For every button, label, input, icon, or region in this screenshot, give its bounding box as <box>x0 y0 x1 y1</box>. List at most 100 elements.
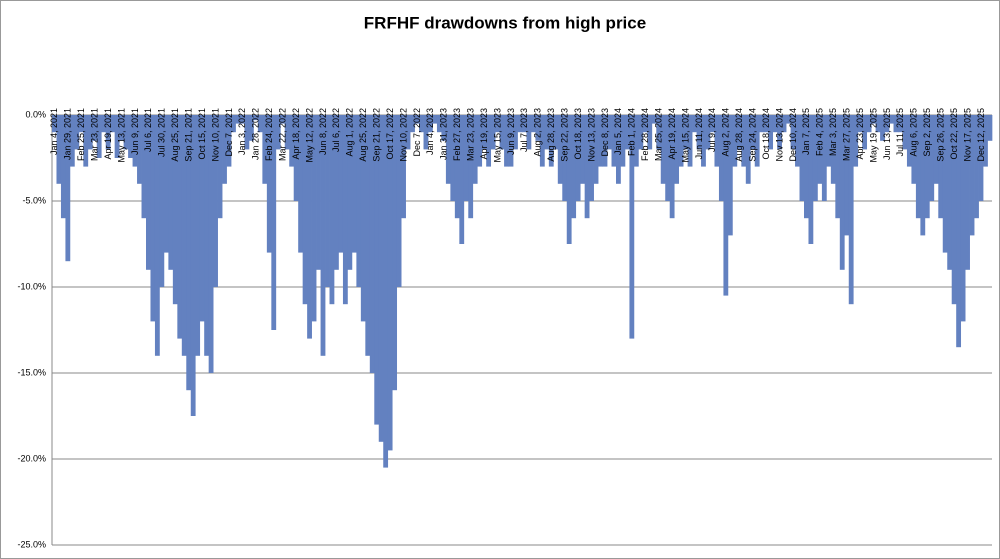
bar <box>396 115 402 287</box>
x-tick-label: Aug 6, 2025 <box>909 108 919 157</box>
bar <box>56 115 62 184</box>
bar <box>302 115 308 305</box>
bar <box>163 115 169 253</box>
bar <box>83 115 89 167</box>
bar <box>624 115 630 150</box>
x-tick-label: Jul 30, 2021 <box>157 108 167 157</box>
bar <box>714 115 720 167</box>
bar <box>513 115 518 150</box>
bar <box>804 115 809 219</box>
chart-title: FRFHF drawdowns from high price <box>364 13 646 32</box>
x-tick-label: Jun 8, 2022 <box>318 108 328 155</box>
bar <box>468 115 474 219</box>
bar <box>683 115 688 150</box>
bar <box>651 115 657 124</box>
bar <box>154 115 160 356</box>
bar <box>459 115 465 244</box>
x-tick-label: Sep 2, 2025 <box>922 108 932 157</box>
y-tick-label: -20.0% <box>17 453 46 463</box>
bar <box>790 115 796 150</box>
x-tick-label: May 15, 2024 <box>680 108 690 163</box>
x-tick-label: Sep 24, 2024 <box>748 108 758 162</box>
x-tick-label: Jun 11, 2024 <box>694 108 704 159</box>
bar <box>146 115 151 270</box>
x-tick-label: Apr 18, 2022 <box>291 108 301 160</box>
bar <box>253 115 259 121</box>
bar <box>477 115 483 167</box>
x-tick-label: May 13, 2021 <box>116 108 126 163</box>
bar <box>920 115 926 236</box>
x-tick-label: Jun 13, 2025 <box>882 108 892 160</box>
bar <box>598 115 603 167</box>
bar <box>298 115 304 253</box>
bar <box>759 115 765 133</box>
x-tick-label: Feb 1, 2024 <box>627 108 637 156</box>
bar <box>898 115 903 133</box>
bar <box>660 115 666 184</box>
x-tick-label: Mar 22, 2022 <box>278 108 288 161</box>
bar <box>687 115 693 167</box>
bar <box>280 115 286 124</box>
bar <box>96 115 102 158</box>
bar <box>786 115 791 124</box>
bar <box>445 115 451 184</box>
bar <box>307 115 312 339</box>
bar <box>222 115 227 184</box>
bar <box>938 115 944 219</box>
bar <box>575 115 581 201</box>
x-tick-label: Jan 29, 2021 <box>63 108 73 160</box>
bar <box>522 115 527 133</box>
bar <box>875 115 881 133</box>
bar <box>566 115 572 244</box>
bar <box>69 115 75 167</box>
x-tick-label: Feb 4, 2025 <box>815 108 825 156</box>
bar <box>629 115 635 339</box>
x-tick-label: Dec 12, 2025 <box>976 108 986 162</box>
bar <box>669 115 675 219</box>
x-tick-label: Feb 25, 2021 <box>76 108 86 161</box>
bar <box>718 115 724 201</box>
x-tick-label: Dec 7, 2022 <box>412 108 422 157</box>
x-tick-label: Nov 13, 2023 <box>586 108 596 162</box>
bar <box>78 115 84 133</box>
bar <box>92 115 98 141</box>
bar <box>562 115 568 201</box>
bar <box>933 115 939 184</box>
bar <box>392 115 398 391</box>
bar <box>284 115 290 150</box>
bar <box>208 115 214 373</box>
x-tick-label: Jul 6, 2022 <box>331 108 341 152</box>
bar <box>969 115 975 236</box>
bar <box>342 115 348 305</box>
bar <box>320 115 326 356</box>
bar <box>240 115 245 124</box>
x-tick-label: Jan 31, 2023 <box>439 108 449 160</box>
bar <box>244 115 250 150</box>
bar <box>441 115 447 141</box>
bar <box>495 115 500 133</box>
bar <box>490 115 496 150</box>
x-tick-label: Feb 24, 2022 <box>264 108 274 161</box>
bar <box>369 115 375 373</box>
bar <box>262 115 268 184</box>
x-tick-label: Apr 19, 2021 <box>103 108 113 160</box>
bar <box>647 115 653 150</box>
bar <box>289 115 295 167</box>
bar <box>311 115 317 322</box>
bar <box>504 115 509 167</box>
x-tick-label: Jan 5, 2024 <box>613 108 623 155</box>
bar <box>517 115 523 133</box>
bar <box>360 115 366 322</box>
bar <box>884 115 890 133</box>
bar <box>817 115 823 184</box>
bar <box>347 115 353 270</box>
bar <box>745 115 751 184</box>
bar <box>481 115 487 150</box>
bar <box>463 115 469 201</box>
x-tick-label: Nov 17, 2025 <box>962 108 972 162</box>
bar <box>723 115 729 296</box>
bar <box>696 115 702 150</box>
bar <box>436 115 442 133</box>
x-tick-label: Jan 28, 2022 <box>251 108 261 160</box>
